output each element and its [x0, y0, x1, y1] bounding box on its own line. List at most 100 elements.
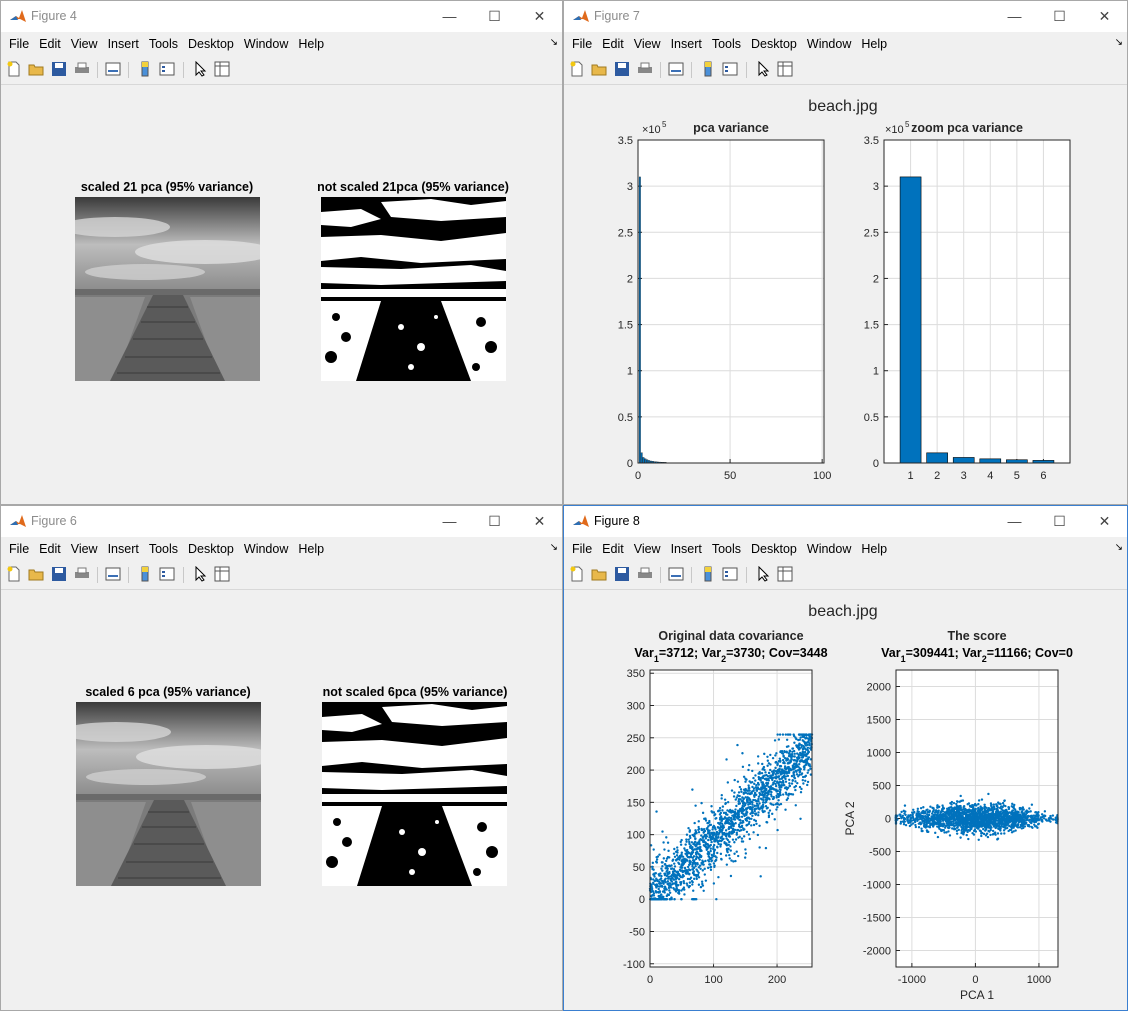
menu-view[interactable]: View [70, 542, 98, 556]
menu-overflow-icon[interactable]: ↘ [1114, 37, 1123, 48]
menu-help[interactable]: Help [861, 542, 888, 556]
open-file-icon[interactable] [28, 566, 44, 582]
menu-edit[interactable]: Edit [602, 37, 624, 51]
property-editor-icon[interactable] [214, 61, 230, 77]
colorbar-icon[interactable] [137, 566, 153, 582]
save-icon[interactable] [51, 61, 67, 77]
colorbar-icon[interactable] [700, 566, 716, 582]
menu-insert[interactable]: Insert [107, 37, 139, 51]
pointer-icon[interactable] [192, 61, 208, 77]
scatter-point [708, 856, 711, 860]
save-icon[interactable] [51, 566, 67, 582]
menu-insert[interactable]: Insert [670, 37, 702, 51]
menu-edit[interactable]: Edit [39, 542, 61, 556]
minimize-button[interactable]: — [442, 513, 457, 529]
pointer-icon[interactable] [755, 61, 771, 77]
figure-6-window[interactable]: Figure 6 — ☐ ✕ File Edit View Insert Tools De… [0, 505, 563, 1011]
figure-4-window[interactable]: Figure 4 — ☐ ✕ File Edit View Insert Tools De… [0, 0, 563, 505]
open-file-icon[interactable] [28, 61, 44, 77]
menu-edit[interactable]: Edit [602, 542, 624, 556]
colorbar-icon[interactable] [137, 61, 153, 77]
legend-icon[interactable] [159, 61, 175, 77]
save-icon[interactable] [614, 566, 630, 582]
menu-view[interactable]: View [633, 37, 661, 51]
figure-canvas[interactable]: scaled 6 pca (95% variance) not scaled 6… [1, 590, 562, 1010]
menu-window[interactable]: Window [806, 542, 852, 556]
title-bar[interactable]: Figure 8 — ☐ ✕ [564, 506, 1127, 537]
scatter-point [979, 817, 982, 821]
print-icon[interactable] [74, 61, 90, 77]
menu-desktop[interactable]: Desktop [188, 542, 234, 556]
scatter-point [662, 841, 665, 844]
title-bar[interactable]: Figure 6 — ☐ ✕ [1, 506, 562, 537]
figure-canvas[interactable]: scaled 21 pca (95% variance) not scaled … [1, 85, 562, 504]
scatter-point [715, 898, 718, 901]
figure-canvas[interactable]: beach.jpg 0 100 200 -100 -50 0 50 100 150 200 250 3… [564, 590, 1127, 1010]
colorbar-icon[interactable] [700, 61, 716, 77]
menu-file[interactable]: File [9, 542, 30, 556]
menu-tools[interactable]: Tools [148, 542, 179, 556]
open-file-icon[interactable] [591, 61, 607, 77]
menu-overflow-icon[interactable]: ↘ [1114, 542, 1123, 553]
figure-7-window[interactable]: Figure 7 — ☐ ✕ File Edit View Insert Tools De… [563, 0, 1128, 505]
link-plot-icon[interactable] [668, 566, 684, 582]
maximize-button[interactable]: ☐ [1053, 513, 1066, 529]
print-icon[interactable] [637, 61, 653, 77]
new-figure-icon[interactable] [569, 566, 585, 582]
link-plot-icon[interactable] [105, 566, 121, 582]
property-editor-icon[interactable] [777, 566, 793, 582]
legend-icon[interactable] [722, 566, 738, 582]
print-icon[interactable] [74, 566, 90, 582]
menu-file[interactable]: File [572, 37, 593, 51]
menu-file[interactable]: File [9, 37, 30, 51]
menu-desktop[interactable]: Desktop [751, 37, 797, 51]
menu-edit[interactable]: Edit [39, 37, 61, 51]
link-plot-icon[interactable] [105, 61, 121, 77]
link-plot-icon[interactable] [668, 61, 684, 77]
menu-help[interactable]: Help [298, 542, 325, 556]
property-editor-icon[interactable] [777, 61, 793, 77]
legend-icon[interactable] [159, 566, 175, 582]
pointer-icon[interactable] [192, 566, 208, 582]
figure-8-window[interactable]: Figure 8 — ☐ ✕ File Edit View Insert Tools De… [563, 505, 1128, 1011]
new-figure-icon[interactable] [569, 61, 585, 77]
menu-help[interactable]: Help [298, 37, 325, 51]
close-button[interactable]: ✕ [1098, 8, 1111, 24]
menu-overflow-icon[interactable]: ↘ [549, 542, 558, 553]
title-bar[interactable]: Figure 7 — ☐ ✕ [564, 1, 1127, 32]
save-icon[interactable] [614, 61, 630, 77]
new-figure-icon[interactable] [6, 566, 22, 582]
menu-tools[interactable]: Tools [711, 37, 742, 51]
legend-icon[interactable] [722, 61, 738, 77]
menu-window[interactable]: Window [243, 37, 289, 51]
menu-overflow-icon[interactable]: ↘ [549, 37, 558, 48]
menu-desktop[interactable]: Desktop [188, 37, 234, 51]
menu-tools[interactable]: Tools [711, 542, 742, 556]
maximize-button[interactable]: ☐ [488, 8, 501, 24]
menu-file[interactable]: File [572, 542, 593, 556]
minimize-button[interactable]: — [1007, 8, 1022, 24]
new-figure-icon[interactable] [6, 61, 22, 77]
minimize-button[interactable]: — [1007, 513, 1022, 529]
title-bar[interactable]: Figure 4 — ☐ ✕ [1, 1, 562, 32]
maximize-button[interactable]: ☐ [488, 513, 501, 529]
figure-canvas[interactable]: beach.jpg 0 50 100 0 0.5 1 1.5 2 2.5 3 3.5 pca vari… [564, 85, 1127, 504]
pointer-icon[interactable] [755, 566, 771, 582]
menu-insert[interactable]: Insert [670, 542, 702, 556]
menu-help[interactable]: Help [861, 37, 888, 51]
print-icon[interactable] [637, 566, 653, 582]
menu-desktop[interactable]: Desktop [751, 542, 797, 556]
close-button[interactable]: ✕ [533, 513, 546, 529]
property-editor-icon[interactable] [214, 566, 230, 582]
menu-view[interactable]: View [633, 542, 661, 556]
menu-view[interactable]: View [70, 37, 98, 51]
close-button[interactable]: ✕ [533, 8, 546, 24]
menu-tools[interactable]: Tools [148, 37, 179, 51]
minimize-button[interactable]: — [442, 8, 457, 24]
menu-window[interactable]: Window [243, 542, 289, 556]
open-file-icon[interactable] [591, 566, 607, 582]
close-button[interactable]: ✕ [1098, 513, 1111, 529]
menu-insert[interactable]: Insert [107, 542, 139, 556]
maximize-button[interactable]: ☐ [1053, 8, 1066, 24]
menu-window[interactable]: Window [806, 37, 852, 51]
